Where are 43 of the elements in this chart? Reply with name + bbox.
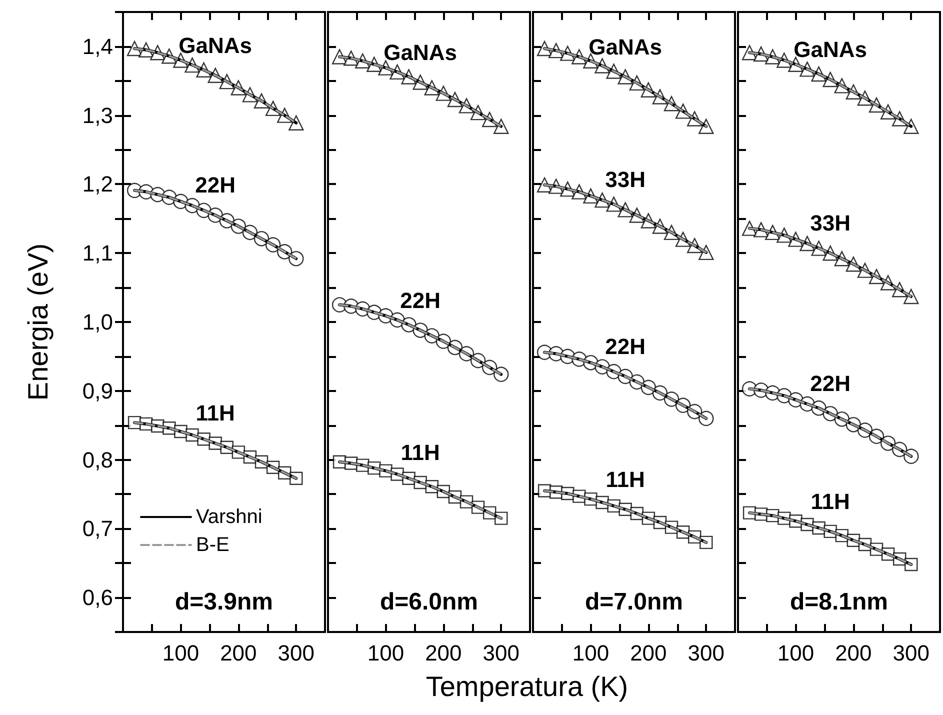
series-label: 33H [605,167,646,192]
x-tick-label: 100 [162,640,200,666]
y-tick-label: 0,8 [82,447,113,472]
x-tick-label: 200 [630,640,667,666]
series-label: GaNAs [178,32,252,58]
y-tick-label: 0,9 [82,378,113,404]
y-tick-label: 1,3 [82,102,113,128]
series-label: 11H [196,400,235,426]
y-tick-label: 1,2 [82,172,113,197]
series-label: 33H [810,210,851,236]
text: d=6.0nm [380,588,478,616]
text: d=8.1nm [790,588,888,616]
x-tick-label: 200 [835,640,872,666]
x-tick-label: 200 [425,640,462,666]
text: d=7.0nm [584,588,684,616]
x-tick-label: 300 [278,640,314,666]
y-tick-label: 0,7 [82,516,113,542]
x-axis-title: Temperatura (K) [424,670,630,704]
x-tick-label: 300 [482,640,520,666]
y-tick-label: 0,6 [82,585,113,610]
x-tick-label: 100 [777,640,814,666]
x-tick-label: 300 [688,640,724,666]
series-label: 22H [400,288,441,313]
series-label: 22H [195,172,236,198]
legend-label: B-E [196,534,230,556]
x-tick-label: 200 [220,640,257,666]
x-tick-label: 300 [892,640,930,666]
y-tick-label: 1,1 [82,240,113,266]
legend-label: Varshni [196,506,262,528]
series-label: 11H [400,440,440,466]
text: d=3.9nm [174,588,274,616]
series-label: 11H [606,466,645,492]
x-tick-label: 100 [572,640,610,666]
legend-label: GaNAs [588,34,662,60]
y-tick-label: 1,4 [82,34,113,59]
series-label: 22H [810,371,851,396]
x-tick-label: 100 [367,640,404,666]
y-axis-title: Energia (eV) [22,243,54,401]
legend-label: GaNAs [384,40,458,65]
series-label: 11H [810,488,850,514]
legend-label: GaNAs [794,37,868,62]
y-tick-label: 1,0 [82,310,113,334]
series-label: 22H [605,334,646,359]
